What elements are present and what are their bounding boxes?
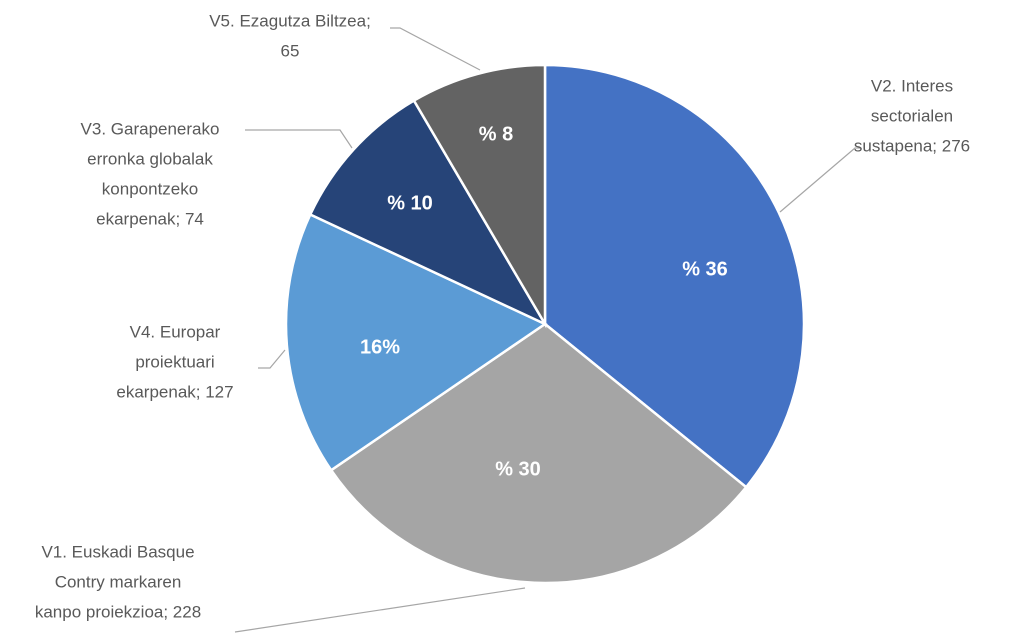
category-label: 65 [281, 41, 300, 60]
percent-label: % 30 [495, 458, 541, 480]
leader-line [390, 27, 481, 71]
pie-slice [308, 98, 549, 327]
category-label: konpontzeko [102, 179, 198, 198]
pie-slice [543, 63, 806, 489]
leader-line [245, 129, 353, 149]
percent-label: % 36 [682, 258, 728, 280]
category-label: V3. Garapenerako [81, 119, 220, 138]
category-label: erronka globalak [87, 149, 213, 168]
category-label: V1. Euskadi Basque [41, 542, 194, 561]
category-label: V2. Interes [871, 76, 953, 95]
category-label: kanpo proiekzioa; 228 [35, 602, 201, 621]
percent-label: % 10 [387, 192, 433, 214]
leader-line [779, 147, 860, 213]
category-label: V5. Ezagutza Biltzea; [209, 11, 371, 30]
category-label: sectorialen [871, 106, 953, 125]
pie-slice [412, 63, 547, 329]
leader-line [258, 349, 286, 369]
percent-label: 16% [360, 336, 400, 358]
percent-label: % 8 [479, 123, 513, 145]
pie-slice [329, 322, 748, 585]
category-label: ekarpenak; 74 [96, 209, 204, 228]
category-label: sustapena; 276 [854, 136, 970, 155]
pie-slice [284, 212, 548, 472]
category-label: ekarpenak; 127 [116, 382, 233, 401]
category-label: V4. Europar [130, 322, 221, 341]
leader-line [234, 587, 526, 633]
category-label: proiektuari [135, 352, 214, 371]
category-label: Contry markaren [55, 572, 182, 591]
